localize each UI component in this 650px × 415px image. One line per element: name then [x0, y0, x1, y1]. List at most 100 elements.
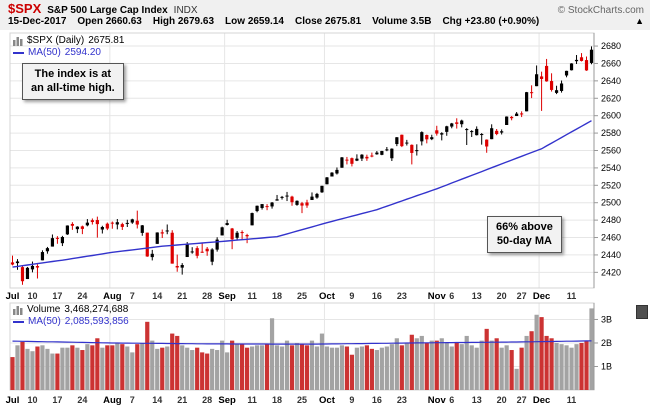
svg-text:14: 14 [152, 291, 162, 301]
svg-text:6: 6 [449, 395, 454, 405]
change-up-arrow-icon: ▲ [635, 16, 644, 26]
svg-text:28: 28 [202, 395, 212, 405]
svg-text:9: 9 [349, 291, 354, 301]
svg-text:28: 28 [202, 291, 212, 301]
ma-legend-value: 2594.20 [64, 47, 101, 58]
svg-text:Aug: Aug [103, 395, 122, 406]
index-name: S&P 500 Large Cap Index [47, 5, 168, 16]
header-title-row: $SPX S&P 500 Large Cap Index INDX © Stoc… [8, 1, 644, 16]
svg-text:25: 25 [297, 395, 307, 405]
svg-text:13: 13 [472, 291, 482, 301]
svg-text:2560: 2560 [601, 145, 621, 155]
svg-text:11: 11 [247, 291, 257, 301]
svg-text:16: 16 [372, 395, 382, 405]
svg-text:2460: 2460 [601, 233, 621, 243]
annotation-above-ma: 66% above 50-day MA [487, 216, 562, 253]
svg-text:Aug: Aug [103, 291, 122, 302]
quote-high: High 2679.63 [152, 16, 215, 27]
volume-series-icon [13, 305, 23, 315]
header-quote-row: 15-Dec-2017 Open 2660.63 High 2679.63 Lo… [8, 16, 644, 27]
quote-open: Open 2660.63 [77, 16, 142, 27]
svg-text:2540: 2540 [601, 163, 621, 173]
svg-text:2580: 2580 [601, 128, 621, 138]
quote-change: Chg +23.80 (+0.90%) [442, 16, 540, 27]
volume-legend-value: 3,468,274,688 [64, 304, 129, 315]
annotation-all-time-high: The index is at an all-time high. [22, 63, 124, 100]
candlestick-series-icon [13, 36, 23, 46]
svg-text:20: 20 [497, 395, 507, 405]
svg-text:11: 11 [247, 395, 257, 405]
svg-text:Sep: Sep [218, 395, 236, 406]
svg-text:24: 24 [77, 291, 87, 301]
symbol: $SPX [8, 1, 42, 16]
svg-text:2660: 2660 [601, 58, 621, 68]
svg-text:Oct: Oct [319, 291, 336, 302]
exchange: INDX [173, 5, 198, 16]
svg-text:7: 7 [130, 395, 135, 405]
svg-text:7: 7 [130, 291, 135, 301]
svg-text:27: 27 [517, 395, 527, 405]
svg-text:11: 11 [567, 395, 577, 405]
volume-ma-line-icon [13, 320, 24, 323]
svg-text:25: 25 [297, 291, 307, 301]
svg-text:Oct: Oct [319, 395, 336, 406]
svg-text:21: 21 [177, 395, 187, 405]
svg-text:2640: 2640 [601, 76, 621, 86]
svg-text:23: 23 [397, 395, 407, 405]
svg-text:2480: 2480 [601, 215, 621, 225]
svg-text:18: 18 [272, 395, 282, 405]
ma50-price-line [12, 120, 592, 268]
x-axis-labels: Jul Jul 10 10 17 17 24 24 Aug Aug 7 7 14 14 21 21 28 28 Se… [6, 291, 577, 406]
svg-text:27: 27 [517, 291, 527, 301]
svg-text:Jul: Jul [6, 395, 20, 406]
svg-text:13: 13 [472, 395, 482, 405]
svg-text:17: 17 [52, 395, 62, 405]
svg-text:11: 11 [567, 291, 577, 301]
volume-legend-label: Volume [27, 304, 61, 315]
svg-text:17: 17 [52, 291, 62, 301]
svg-text:Sep: Sep [218, 291, 236, 302]
volume-ma-legend-value: 2,085,593,856 [64, 316, 129, 327]
svg-text:Jul: Jul [6, 291, 20, 302]
svg-text:21: 21 [177, 291, 187, 301]
price-legend: $SPX (Daily) 2675.81 [13, 35, 124, 46]
svg-text:2B: 2B [601, 338, 612, 348]
svg-text:2620: 2620 [601, 93, 621, 103]
scroll-thumb[interactable] [636, 305, 648, 319]
annotation-line: an all-time high. [31, 82, 115, 95]
candlesticks [10, 46, 594, 285]
volume-ma-legend-label: MA(50) [28, 316, 61, 327]
svg-text:2500: 2500 [601, 198, 621, 208]
quote-low: Low 2659.14 [225, 16, 284, 27]
ma50-legend: MA(50) 2594.20 [13, 47, 101, 58]
annotation-line: 50-day MA [496, 235, 552, 248]
volume-bars [10, 308, 594, 390]
chart-date: 15-Dec-2017 [8, 16, 67, 27]
ma-legend-label: MA(50) [28, 47, 61, 58]
svg-text:6: 6 [449, 291, 454, 301]
svg-text:Nov: Nov [428, 395, 447, 406]
ma50-volume-line [12, 340, 592, 345]
price-legend-label: $SPX (Daily) [27, 35, 85, 46]
svg-text:24: 24 [77, 395, 87, 405]
svg-text:20: 20 [497, 291, 507, 301]
svg-text:2600: 2600 [601, 111, 621, 121]
volume-ma50-legend: MA(50) 2,085,593,856 [13, 316, 129, 327]
svg-text:2680: 2680 [601, 41, 621, 51]
svg-text:14: 14 [152, 395, 162, 405]
svg-text:2520: 2520 [601, 180, 621, 190]
svg-text:Dec: Dec [533, 395, 550, 406]
svg-text:3B: 3B [601, 314, 612, 324]
svg-text:10: 10 [27, 395, 37, 405]
svg-text:2420: 2420 [601, 267, 621, 277]
svg-text:1B: 1B [601, 361, 612, 371]
price-legend-value: 2675.81 [88, 35, 125, 46]
svg-text:2440: 2440 [601, 250, 621, 260]
annotation-line: 66% above [496, 221, 553, 233]
svg-text:10: 10 [27, 291, 37, 301]
ma-line-icon [13, 51, 24, 54]
chart-header: $SPX S&P 500 Large Cap Index INDX © Stoc… [0, 0, 650, 30]
svg-text:9: 9 [349, 395, 354, 405]
